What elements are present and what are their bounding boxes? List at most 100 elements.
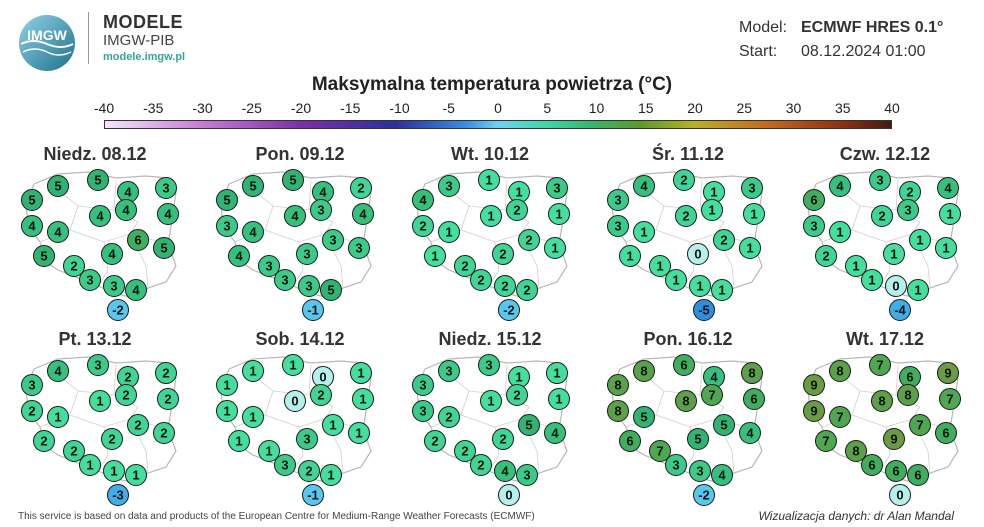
temperature-marker	[157, 388, 179, 410]
temperature-marker	[21, 374, 43, 396]
colorbar-tick-label: 40	[884, 100, 900, 116]
temperature-value: 1	[553, 366, 560, 381]
temperature-value: 0	[319, 370, 326, 385]
temperature-value: 1	[357, 366, 364, 381]
temperature-value: 4	[419, 193, 427, 208]
temperature-marker	[492, 243, 514, 265]
temperature-value: 4	[291, 209, 299, 224]
temperature-value: 3	[445, 364, 452, 379]
page-title: Maksymalna temperatura powietrza (°C)	[311, 74, 673, 95]
temperature-marker	[701, 384, 723, 406]
temperature-marker	[438, 406, 460, 428]
temperature-marker	[883, 428, 905, 450]
temperature-value: 3	[162, 181, 169, 196]
temperature-marker	[701, 199, 723, 221]
temperature-marker	[47, 406, 69, 428]
temperature-marker	[302, 484, 324, 506]
temperature-marker	[284, 205, 306, 227]
temperature-marker	[103, 460, 125, 482]
temperature-value: 3	[303, 247, 310, 262]
temperature-value: 4	[710, 370, 718, 385]
temperature-value: 6	[914, 468, 921, 483]
temperature-value: 4	[319, 185, 327, 200]
temperature-value: 4	[235, 249, 243, 264]
temperature-marker	[107, 484, 129, 506]
temperature-value: 5	[28, 193, 35, 208]
temperature-value: 1	[942, 241, 949, 256]
temperature-value: 4	[54, 225, 62, 240]
colorbar-tick-label: -30	[192, 100, 213, 116]
temperature-value: 1	[672, 273, 679, 288]
temperature-value: 8	[614, 404, 621, 419]
temperature-marker	[673, 354, 695, 376]
temperature-value: 3	[614, 193, 621, 208]
temperature-value: 2	[108, 432, 115, 447]
colorbar-tick-label: 10	[588, 100, 605, 116]
temperature-value: 3	[748, 181, 755, 196]
temperature-value: 3	[810, 219, 817, 234]
temperature-value: 8	[614, 378, 621, 393]
temperature-value: 3	[696, 464, 703, 479]
temperature-value: 1	[359, 392, 366, 407]
temperature-value: 3	[281, 458, 288, 473]
temperature-value: 2	[431, 434, 438, 449]
temperature-value: 6	[626, 434, 633, 449]
temperature-marker	[829, 360, 851, 382]
colorbar-tick-label: 30	[785, 100, 802, 116]
temperature-marker	[21, 189, 43, 211]
temperature-value: 1	[515, 370, 522, 385]
temperature-value: 8	[748, 366, 755, 381]
temperature-value: 1	[487, 394, 494, 409]
temperature-marker	[282, 354, 304, 376]
temperature-marker	[619, 430, 641, 452]
temperature-marker	[665, 454, 687, 476]
temperature-value: 2	[28, 404, 35, 419]
temperature-value: 1	[445, 225, 452, 240]
temperature-marker	[412, 189, 434, 211]
temperature-value: 6	[892, 464, 899, 479]
temperature-marker	[47, 221, 69, 243]
temperature-value: 5	[694, 432, 701, 447]
temperature-value: 1	[916, 233, 923, 248]
brand-url[interactable]: modele.imgw.pl	[103, 51, 186, 63]
temperature-value: 0	[892, 279, 899, 294]
temperature-value: 8	[682, 394, 689, 409]
temperature-value: 7	[916, 418, 923, 433]
temperature-value: 2	[40, 434, 47, 449]
temperature-value: 3	[303, 432, 310, 447]
temperature-value: 0	[291, 394, 298, 409]
temperature-value: 1	[640, 225, 647, 240]
temperature-marker	[739, 422, 761, 444]
day-title: Czw. 12.12	[840, 144, 930, 164]
temperature-marker	[127, 414, 149, 436]
temperature-value: 3	[904, 203, 911, 218]
colorbar-tick-label: -15	[340, 100, 361, 116]
temperature-marker	[633, 360, 655, 382]
temperature-value: 5	[160, 241, 167, 256]
temperature-marker	[33, 430, 55, 452]
day-title: Pt. 13.12	[58, 329, 131, 349]
temperature-value: 1	[235, 434, 242, 449]
temperature-marker	[689, 275, 711, 297]
temperature-value: 1	[265, 444, 272, 459]
temperature-value: 3	[265, 259, 272, 274]
temperature-marker	[310, 384, 332, 406]
temperature-marker	[546, 177, 568, 199]
temperature-value: 5	[54, 179, 61, 194]
svg-text:IMGW: IMGW	[27, 27, 67, 43]
temperature-value: 5	[327, 283, 334, 298]
temperature-marker	[21, 215, 43, 237]
temperature-value: 1	[110, 464, 117, 479]
temperature-marker	[829, 406, 851, 428]
temperature-marker	[127, 229, 149, 251]
credit-note: Wizualizacja danych: dr Alan Mandal	[758, 509, 954, 523]
temperature-marker	[845, 255, 867, 277]
temperature-value: -1	[307, 303, 319, 318]
temperature-value: 7	[876, 358, 883, 373]
temperature-value: 0	[896, 488, 903, 503]
colorbar-tick-label: 35	[834, 100, 851, 116]
temperature-value: 2	[419, 219, 426, 234]
day-title: Pon. 16.12	[643, 329, 732, 349]
